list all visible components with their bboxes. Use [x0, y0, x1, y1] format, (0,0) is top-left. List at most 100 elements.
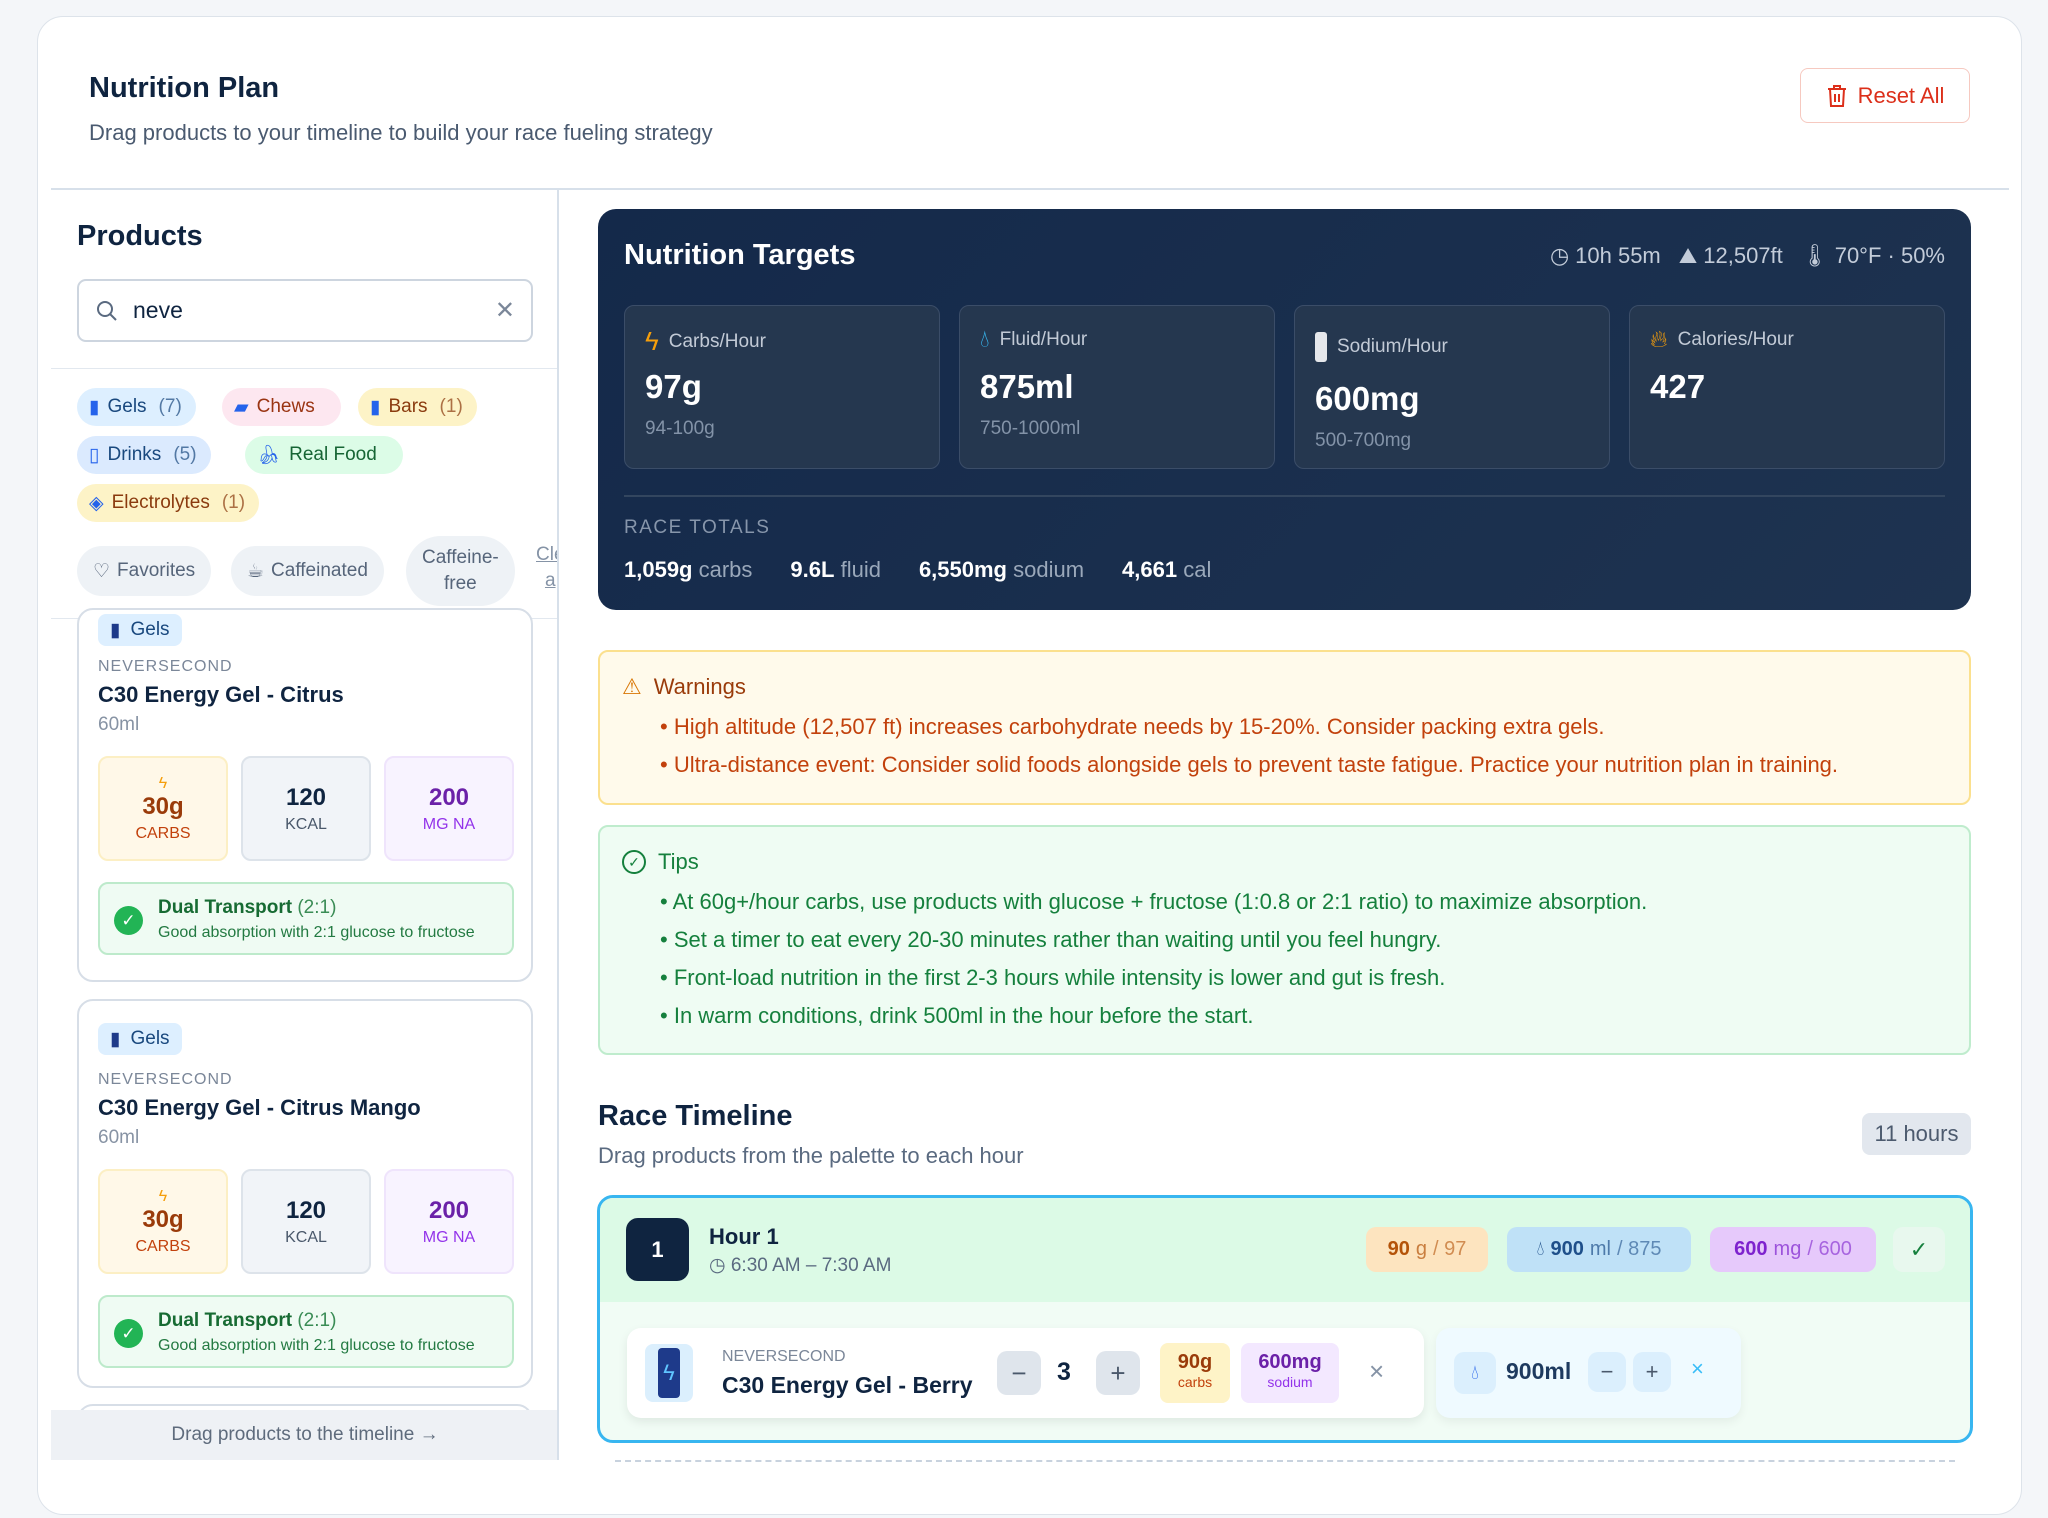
category-chip-chews[interactable]: ▰ Chews	[222, 388, 341, 426]
target-label: Calories/Hour	[1677, 329, 1794, 350]
fluid-item[interactable]: 💧︎ 900ml − + ×	[1436, 1328, 1741, 1418]
kcal-stat: 120 KCAL	[241, 1169, 371, 1274]
product-card[interactable]: ▮ Gels NEVERSECOND C30 Energy Gel - Citru…	[77, 999, 533, 1388]
gel-icon: ϟ	[645, 1344, 693, 1402]
item-sodium-label: sodium	[1267, 1374, 1313, 1390]
check-circle-icon: ✓	[622, 850, 646, 874]
total-unit: sodium	[1013, 557, 1085, 582]
nutrition-targets-card: Nutrition Targets ◷ 10h 55m ⛰︎ 12,507ft 🌡︎…	[598, 209, 1971, 610]
target-range: 94-100g	[645, 418, 715, 439]
pill-unit: ml	[1589, 1238, 1611, 1260]
race-conditions: ◷ 10h 55m ⛰︎ 12,507ft 🌡︎ 70°F · 50%	[1550, 243, 1945, 269]
check-circle-icon: ✓	[114, 1319, 143, 1348]
duration: 10h 55m	[1575, 243, 1661, 268]
filter-favorites[interactable]: ♡ Favorites	[77, 546, 212, 596]
clear-all-link[interactable]: Cle a	[536, 542, 557, 594]
product-card[interactable]: ▮ Gels NEVERSECOND C30 Energy Gel - Citru…	[77, 608, 533, 982]
clock-icon: ◷	[709, 1255, 731, 1276]
item-name: C30 Energy Gel - Berry	[722, 1372, 973, 1398]
search-box[interactable]: ✕	[77, 279, 533, 342]
warning-item: Ultra-distance event: Consider solid foo…	[660, 752, 1838, 790]
tip-item: In warm conditions, drink 500ml in the h…	[660, 1003, 1647, 1041]
total-value: 9.6L	[790, 557, 835, 582]
elevation: 12,507ft	[1703, 243, 1783, 268]
item-carbs: 90g carbs	[1160, 1343, 1230, 1403]
stat-value: 30g	[142, 792, 184, 820]
lightning-icon: ϟ	[158, 774, 168, 792]
electrolyte-icon: ◈	[89, 492, 104, 514]
sodium-stat: 200 MG NA	[384, 756, 514, 861]
reset-all-label: Reset All	[1857, 82, 1945, 108]
pill-target: / 875	[1617, 1238, 1662, 1260]
category-chip-gels[interactable]: ▮ Gels (7)	[77, 388, 196, 426]
remove-fluid-icon[interactable]: ×	[1691, 1356, 1704, 1381]
warnings-panel: ⚠ Warnings High altitude (12,507 ft) incr…	[598, 650, 1971, 805]
total-value: 6,550mg	[918, 557, 1007, 582]
clear-label: Cle	[536, 544, 557, 565]
drink-bottle-icon: ▯	[89, 444, 100, 466]
clear-search-icon[interactable]: ✕	[494, 297, 515, 324]
category-chip-electrolytes[interactable]: ◈ Electrolytes (1)	[77, 484, 260, 522]
search-input[interactable]	[133, 297, 481, 324]
gel-icon: ▮	[110, 1028, 121, 1050]
stat-label: CARBS	[135, 824, 191, 842]
product-name: C30 Energy Gel - Citrus Mango	[98, 1095, 421, 1120]
pill-unit: mg	[1773, 1238, 1802, 1260]
tips-panel: ✓ Tips At 60g+/hour carbs, use products w…	[598, 825, 1971, 1055]
decrease-qty-button[interactable]: −	[997, 1351, 1041, 1395]
product-size: 60ml	[98, 1127, 140, 1148]
filter-label: Caffeine-	[422, 547, 499, 568]
hour-number: 1	[626, 1218, 689, 1281]
remove-item-icon[interactable]: ×	[1369, 1356, 1385, 1386]
page-subtitle: Drag products to your timeline to build …	[89, 120, 713, 145]
increase-qty-button[interactable]: +	[1096, 1351, 1140, 1395]
filter-caffeine-free[interactable]: Caffeine-free	[406, 536, 515, 606]
category-chip-real-food[interactable]: 🍌︎ Real Food	[245, 436, 403, 474]
kcal-stat: 120 KCAL	[241, 756, 371, 861]
divider	[51, 368, 557, 369]
total-unit: fluid	[840, 557, 881, 582]
reset-all-button[interactable]: Reset All	[1800, 68, 1970, 123]
category-chip-bars[interactable]: ▮ Bars (1)	[358, 388, 477, 426]
dual-transport-badge: ✓ Dual Transport (2:1) Good absorption wit…	[98, 1295, 514, 1368]
carbs-stat: ϟ 30g CARBS	[98, 756, 228, 861]
target-value: 875ml	[980, 368, 1074, 405]
hour-slot[interactable]: 1 Hour 1 ◷ 6:30 AM – 7:30 AM 90 g/ 97 💧︎ 9…	[597, 1195, 1973, 1443]
stat-value: 30g	[142, 1205, 184, 1233]
hour-complete-check-icon: ✓	[1893, 1227, 1945, 1272]
increase-fluid-button[interactable]: +	[1633, 1352, 1671, 1392]
decrease-fluid-button[interactable]: −	[1588, 1352, 1626, 1392]
timeline-item[interactable]: ϟ NEVERSECOND C30 Energy Gel - Berry − 3…	[627, 1328, 1424, 1418]
chip-label: Real Food	[289, 444, 377, 465]
chip-label: Drinks	[107, 444, 162, 465]
droplets-icon: 💧︎	[980, 326, 990, 353]
hour-name: Hour 1	[709, 1224, 779, 1249]
hour-time-text: 6:30 AM – 7:30 AM	[730, 1255, 892, 1276]
droplet-icon: 💧︎	[1454, 1352, 1496, 1394]
target-range: 750-1000ml	[980, 418, 1081, 439]
targets-title: Nutrition Targets	[624, 239, 856, 271]
chip-label: Chews	[256, 396, 315, 417]
hour-fluid-pill: 💧︎ 900 ml / 875	[1507, 1227, 1691, 1272]
stat-value: 120	[285, 783, 327, 811]
trash-icon	[1827, 84, 1846, 107]
category-tag: ▮ Gels	[98, 614, 182, 646]
category-chip-drinks[interactable]: ▯ Drinks (5)	[77, 436, 211, 474]
page-title: Nutrition Plan	[89, 72, 280, 104]
pill-value: 600	[1734, 1238, 1768, 1260]
tag-label: Gels	[130, 1028, 170, 1049]
gel-icon: ▮	[110, 619, 121, 641]
chip-count: (5)	[173, 444, 197, 465]
chip-count: (1)	[221, 492, 246, 513]
stat-value: 200	[428, 1196, 470, 1224]
tip-item: Front-load nutrition in the first 2-3 ho…	[660, 965, 1647, 1003]
hour-time: ◷ 6:30 AM – 7:30 AM	[709, 1254, 891, 1277]
salt-shaker-icon	[1315, 332, 1327, 362]
bar-icon: ▮	[370, 396, 381, 418]
header-divider	[51, 188, 2009, 190]
item-carbs-value: 90g	[1177, 1351, 1213, 1373]
pill-unit: g	[1415, 1238, 1427, 1260]
total-value: 4,661	[1122, 557, 1178, 582]
timeline-drop-zone-divider	[615, 1460, 1955, 1462]
filter-caffeinated[interactable]: ☕︎ Caffeinated	[231, 546, 384, 596]
